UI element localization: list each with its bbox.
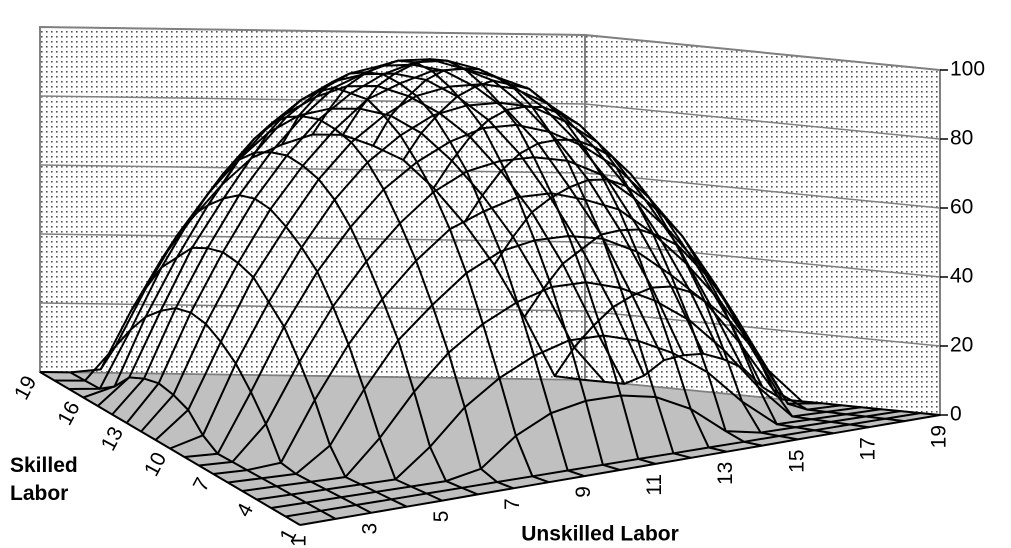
x-tick-label: 1: [288, 535, 311, 547]
y-tick-label: 7: [189, 474, 215, 495]
grid-line: [39, 95, 941, 140]
surface-column: [341, 58, 656, 465]
x-axis-title: Unskilled Labor: [521, 523, 679, 546]
surface-column: [402, 79, 727, 453]
surface-column: [129, 246, 408, 508]
surface-column: [160, 194, 443, 502]
x-tick-label: 9: [572, 486, 595, 498]
surface-column: [493, 178, 834, 435]
x-tick-label: 5: [430, 511, 453, 523]
surface-column: [99, 307, 372, 514]
surface-column: [69, 371, 337, 520]
x-tick-label: 11: [643, 474, 666, 496]
surface-column: [432, 105, 763, 447]
surface-column: [523, 228, 870, 429]
x-tick-label: 13: [714, 462, 737, 485]
x-tick-label: 15: [785, 449, 808, 472]
z-tick-label: 20: [950, 334, 973, 357]
surface-column: [251, 86, 550, 484]
y-tick-label: 13: [97, 423, 128, 454]
surface-column: [281, 71, 585, 478]
x-tick-label: 17: [856, 437, 879, 460]
y-tick-label: 10: [140, 449, 171, 480]
y-tick-label: 1: [276, 525, 302, 546]
side-wall: [584, 33, 941, 417]
grid-line: [39, 302, 941, 347]
surface-column: [463, 138, 798, 441]
surface-column: [553, 285, 905, 423]
surface-column: [39, 371, 301, 526]
surface-column: [584, 352, 941, 416]
y-tick-label: 19: [10, 372, 41, 403]
z-tick-label: 0: [950, 403, 962, 426]
y-tick-label: 4: [232, 499, 258, 520]
x-tick-label: 7: [501, 498, 524, 510]
x-tick-label: 19: [928, 425, 951, 448]
z-tick-label: 100: [950, 58, 985, 81]
y-tick-label: 16: [53, 398, 84, 429]
z-tick-label: 40: [950, 265, 973, 288]
grid-line: [39, 164, 941, 209]
z-tick-label: 80: [950, 127, 973, 150]
surface-column: [311, 59, 621, 471]
x-tick-label: 3: [359, 523, 382, 535]
grid-line: [39, 26, 941, 71]
z-tick-label: 60: [950, 196, 973, 219]
y-axis-title: Skilled Labor: [10, 454, 78, 505]
grid-line: [39, 233, 941, 278]
surface-column: [220, 115, 514, 490]
